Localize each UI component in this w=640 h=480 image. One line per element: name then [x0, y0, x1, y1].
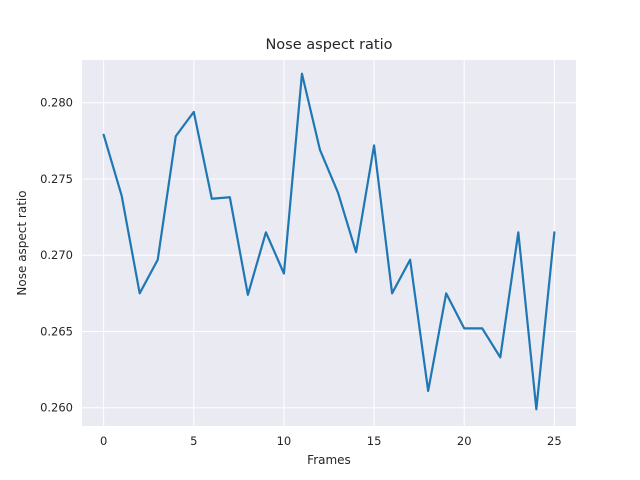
y-tick-label: 0.260 [40, 401, 73, 415]
x-tick-label: 20 [457, 434, 472, 448]
y-axis-ticks: 0.260 0.265 0.270 0.275 0.280 [40, 96, 73, 415]
series-layer [102, 72, 556, 411]
series-line [102, 72, 556, 411]
chart-title: Nose aspect ratio [265, 37, 392, 53]
x-axis-ticks: 0 5 10 15 20 25 [100, 434, 562, 448]
plot-area [82, 60, 576, 426]
x-tick-label: 25 [547, 434, 562, 448]
y-axis-label: Nose aspect ratio [15, 190, 29, 295]
y-tick-label: 0.265 [40, 324, 73, 338]
y-tick-label: 0.270 [40, 248, 73, 262]
y-tick-label: 0.280 [40, 96, 73, 110]
x-tick-label: 5 [190, 434, 197, 448]
x-tick-label: 15 [367, 434, 382, 448]
x-tick-label: 0 [100, 434, 107, 448]
x-axis-label: Frames [307, 453, 351, 467]
x-tick-label: 10 [277, 434, 292, 448]
y-tick-label: 0.275 [40, 172, 73, 186]
